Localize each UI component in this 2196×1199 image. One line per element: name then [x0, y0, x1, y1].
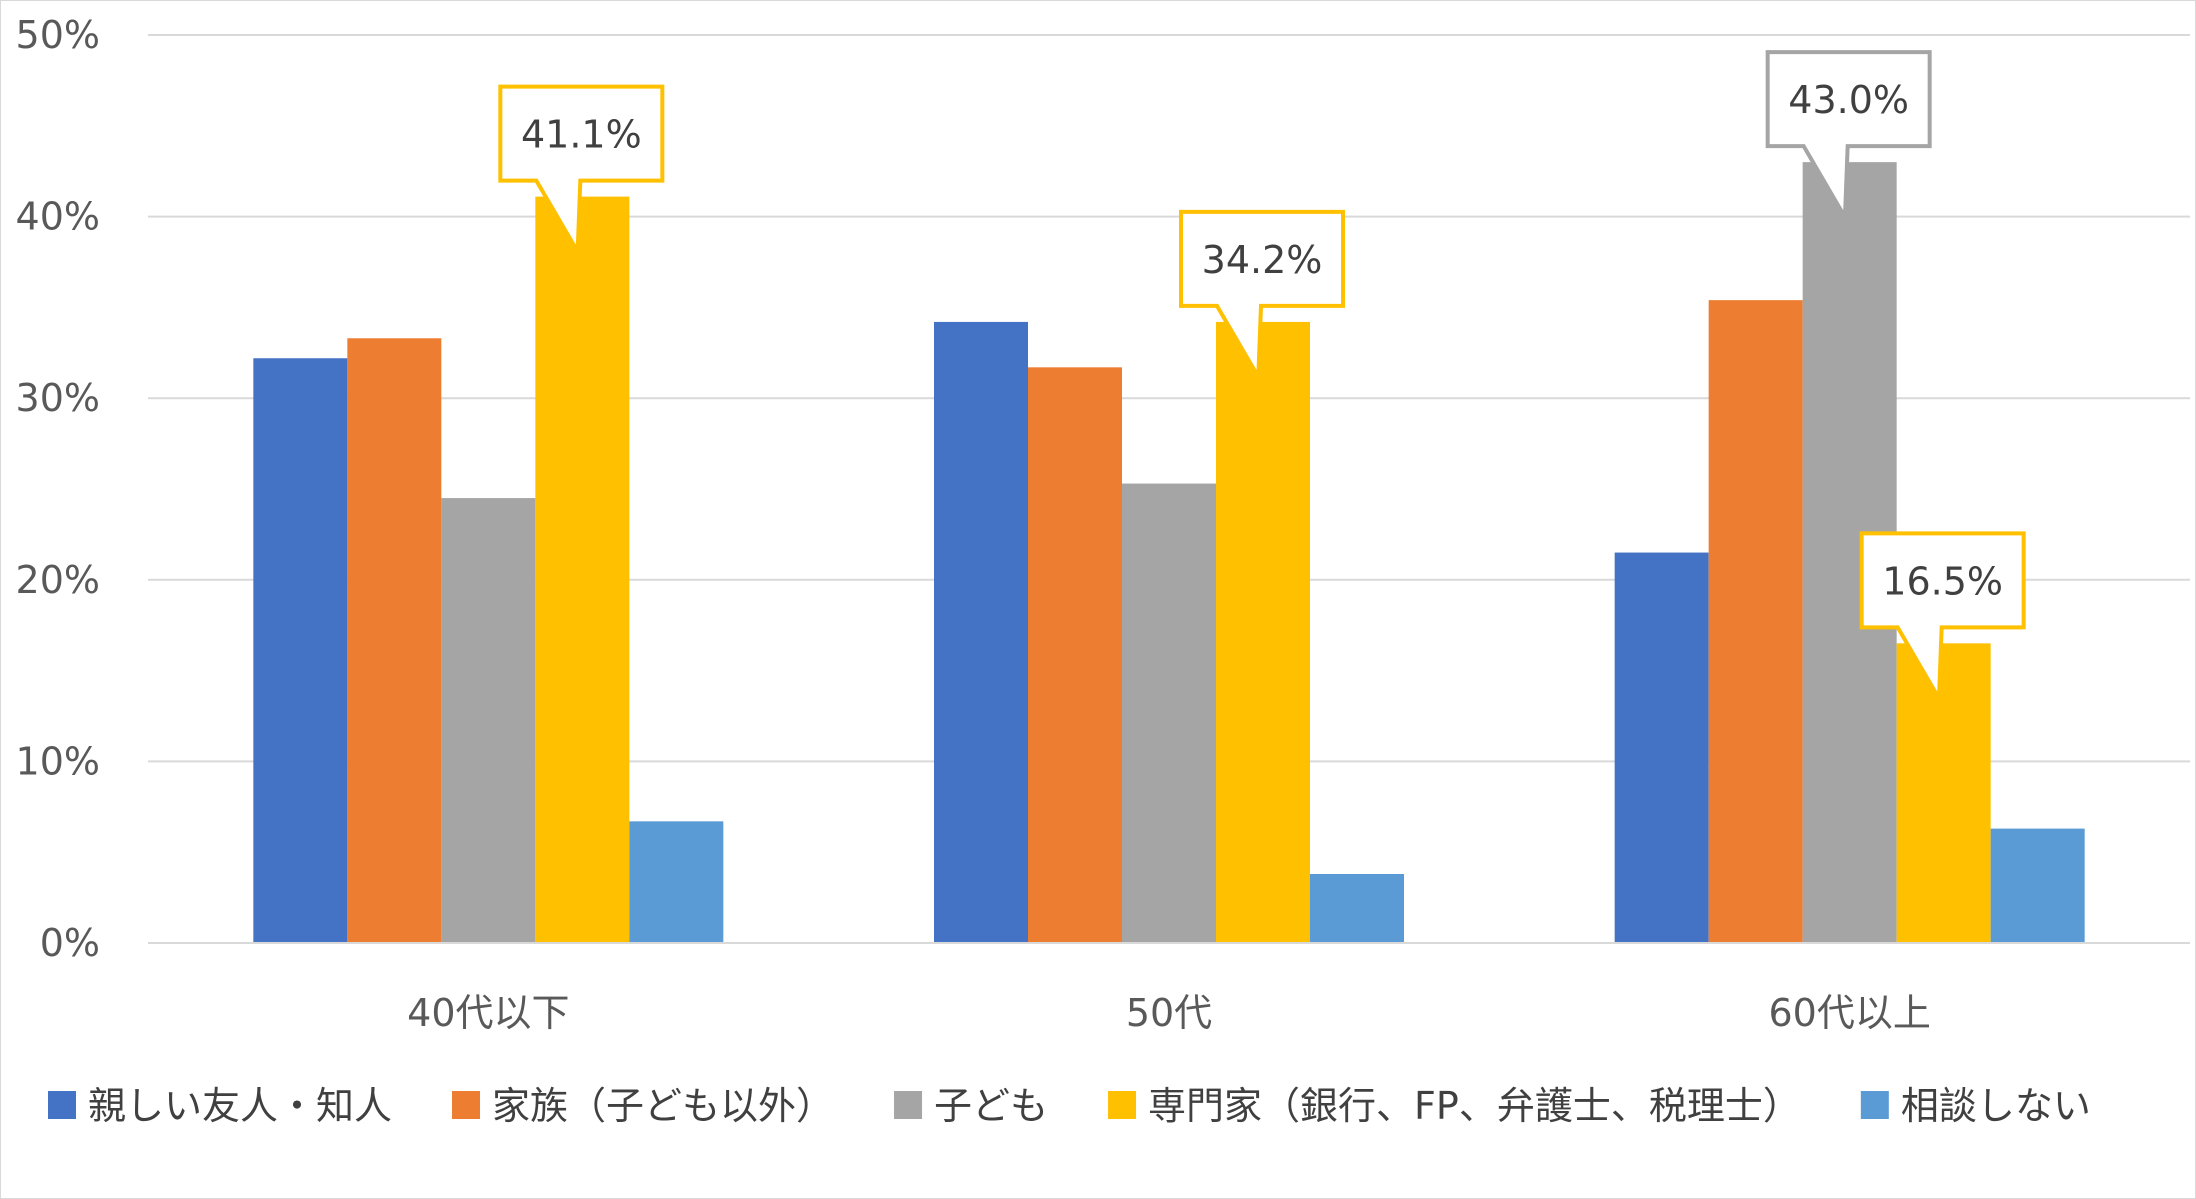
y-tick-label: 0% [40, 921, 100, 965]
callout-bubble [1765, 50, 1932, 225]
bar [934, 321, 1028, 944]
bar [629, 821, 724, 943]
bar [535, 196, 630, 943]
callout-bubble [1859, 531, 2026, 706]
legend-swatch [894, 1091, 923, 1119]
data-label: 34.2% [1202, 238, 1323, 282]
data-label: 43.0% [1788, 78, 1909, 122]
callout-bubble [1179, 209, 1345, 384]
data-label: 16.5% [1882, 559, 2003, 603]
legend-item: 親しい友人・知人 [48, 1084, 392, 1128]
x-axis-categories: 40代以下 50代 60代以上 [407, 991, 1931, 1035]
bar [1310, 873, 1404, 943]
y-tick-label: 20% [16, 558, 100, 602]
legend-item: 子ども [894, 1084, 1048, 1128]
legend-item: 相談しない [1860, 1084, 2091, 1128]
bar [1216, 321, 1310, 944]
legend-swatch [452, 1091, 481, 1119]
bar [1896, 643, 1991, 943]
legend: 親しい友人・知人 家族（子ども以外） 子ども 専門家（銀行、FP、弁護士、税理士） 相談… [48, 1084, 2091, 1128]
data-label: 41.1% [521, 113, 642, 157]
bar [1614, 552, 1709, 943]
legend-swatch [1108, 1091, 1137, 1119]
legend-label: 家族（子ども以外） [492, 1084, 834, 1128]
x-category-label: 60代以上 [1768, 991, 1930, 1035]
legend-label: 専門家（銀行、FP、弁護士、税理士） [1148, 1084, 1801, 1128]
bar [1122, 483, 1216, 943]
bars [253, 162, 2085, 944]
bar [347, 338, 442, 944]
legend-swatch [48, 1091, 76, 1119]
y-axis-ticks: 0% 10% 20% 30% 40% 50% [16, 13, 100, 965]
y-tick-label: 40% [16, 195, 100, 239]
bar [1708, 300, 1803, 943]
y-tick-label: 10% [16, 739, 100, 783]
bar [441, 498, 536, 943]
x-category-label: 50代 [1126, 991, 1212, 1035]
legend-label: 子ども [934, 1084, 1048, 1128]
callout-bubble [498, 84, 665, 259]
legend-label: 親しい友人・知人 [88, 1084, 392, 1128]
y-tick-label: 50% [16, 13, 100, 57]
bar [1990, 828, 2085, 943]
bar [1028, 367, 1122, 943]
legend-swatch [1860, 1091, 1889, 1119]
y-tick-label: 30% [16, 376, 100, 420]
bar [253, 358, 348, 943]
legend-item: 家族（子ども以外） [452, 1084, 834, 1128]
data-callouts: 41.1% 34.2% 43.0% 16.5% [498, 50, 2026, 706]
x-category-label: 40代以下 [407, 991, 569, 1035]
legend-label: 相談しない [1901, 1084, 2091, 1128]
legend-item: 専門家（銀行、FP、弁護士、税理士） [1108, 1084, 1801, 1128]
